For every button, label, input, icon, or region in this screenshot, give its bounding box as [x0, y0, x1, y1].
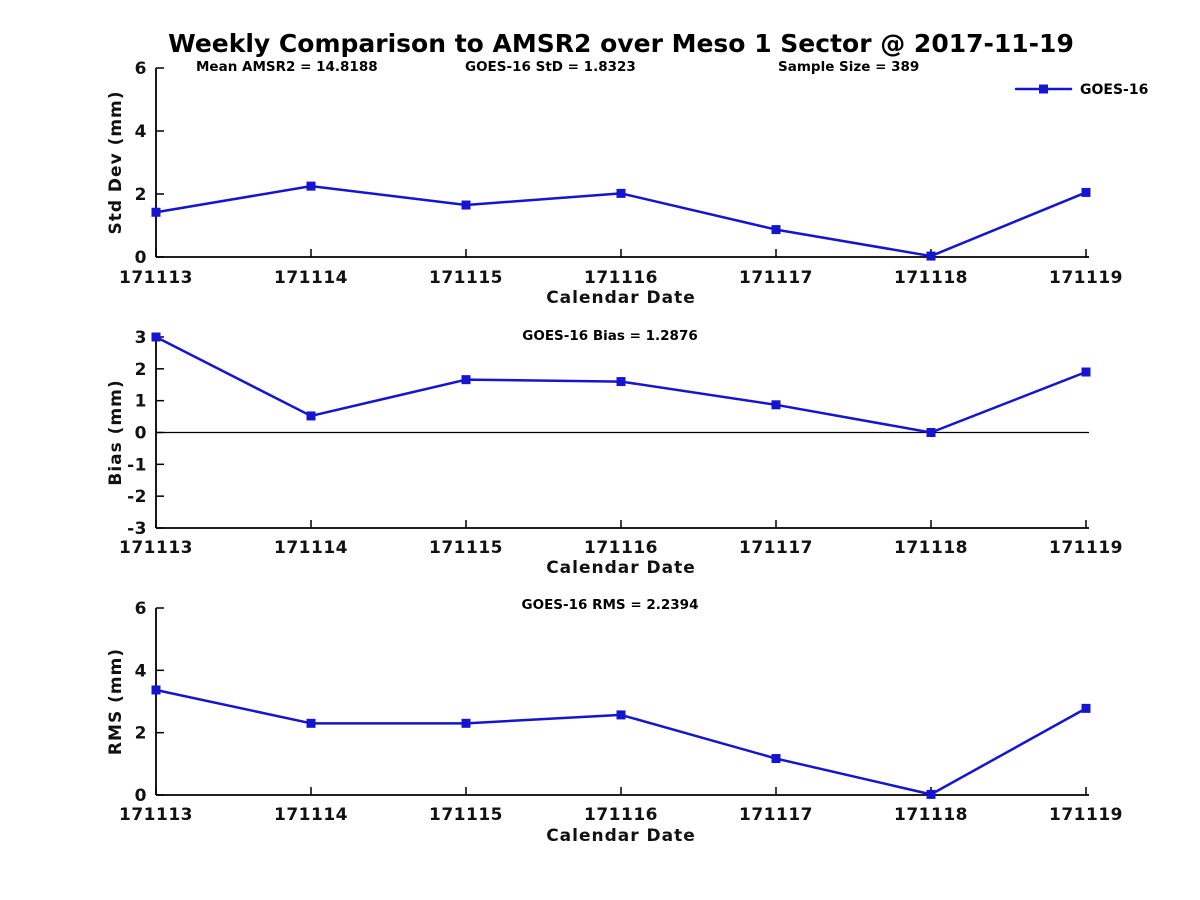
x-tick-label: 171117 [739, 805, 813, 825]
x-tick-label: 171118 [894, 268, 968, 288]
x-tick-label: 171114 [274, 538, 348, 558]
stat-annotation: GOES-16 StD = 1.8323 [465, 59, 636, 75]
y-axis-label: RMS (mm) [106, 648, 126, 755]
y-tick-label: 2 [135, 360, 147, 380]
data-point-marker [616, 188, 626, 198]
x-axis-label: Calendar Date [546, 288, 696, 308]
y-tick-label: 1 [135, 392, 147, 412]
figure-title: Weekly Comparison to AMSR2 over Meso 1 S… [168, 29, 1074, 58]
data-point-marker [1081, 367, 1091, 377]
x-tick-label: 171115 [429, 268, 503, 288]
subplot-bias: -3 -2 -1 0 1 2 3 171113 171114 171115 171116 171117… [106, 328, 1123, 578]
data-point-marker [151, 332, 161, 342]
data-line [154, 688, 1088, 796]
data-point-marker [306, 411, 316, 421]
data-point-marker [306, 181, 316, 191]
y-axis-label: Std Dev (mm) [106, 90, 126, 234]
data-point-marker [926, 251, 936, 261]
data-point-marker [926, 428, 936, 437]
y-tick-label: 4 [135, 122, 147, 142]
data-point-marker [926, 789, 936, 799]
x-tick-label: 171115 [429, 538, 503, 558]
data-point-marker [616, 710, 626, 720]
x-tick-label: 171113 [119, 268, 193, 288]
legend: GOES-16 [1014, 82, 1148, 98]
x-tick-label: 171117 [739, 268, 813, 288]
y-tick-label: 0 [135, 248, 147, 268]
x-tick-label: 171114 [274, 268, 348, 288]
y-tick-label: 4 [135, 661, 147, 681]
data-point-marker [151, 685, 161, 695]
data-point-marker [616, 377, 626, 387]
y-tick-label: 2 [135, 185, 147, 205]
data-point-marker [151, 207, 161, 217]
x-tick-label: 171115 [429, 805, 503, 825]
subplot-rms: 0 2 4 6 171113 171114 171115 171116 171117 171118… [106, 597, 1123, 846]
x-tick-label: 171113 [119, 805, 193, 825]
legend-square-marker-icon [1039, 84, 1048, 94]
subplot-std-dev: 0 2 4 6 171113 171114 171115 171116 171117 171118… [106, 59, 1123, 308]
subplot-title: GOES-16 RMS = 2.2394 [522, 597, 699, 613]
legend-label: GOES-16 [1080, 82, 1148, 98]
x-tick-label: 171119 [1049, 268, 1123, 288]
x-tick-label: 171118 [894, 538, 968, 558]
x-tick-label: 171113 [119, 538, 193, 558]
data-point-marker [771, 754, 781, 764]
y-tick-label: 6 [135, 59, 147, 79]
data-point-marker [461, 375, 471, 385]
y-tick-label: -1 [127, 455, 147, 475]
data-point-marker [461, 718, 471, 728]
x-tick-label: 171119 [1049, 538, 1123, 558]
data-point-marker [306, 718, 316, 728]
x-tick-label: 171117 [739, 538, 813, 558]
data-point-marker [771, 400, 781, 410]
y-tick-label: 3 [135, 328, 147, 348]
stat-annotation: Mean AMSR2 = 14.8188 [196, 59, 378, 75]
y-tick-label: -3 [127, 519, 147, 539]
y-tick-label: 2 [135, 724, 147, 744]
x-axis-label: Calendar Date [546, 558, 696, 578]
data-point-marker [771, 225, 781, 235]
x-tick-label: 171119 [1049, 805, 1123, 825]
y-tick-label: 0 [135, 786, 147, 806]
y-tick-label: 6 [135, 599, 147, 619]
x-tick-label: 171116 [584, 805, 658, 825]
x-tick-label: 171116 [584, 538, 658, 558]
data-point-marker [461, 200, 471, 210]
x-tick-label: 171116 [584, 268, 658, 288]
data-point-marker [1081, 703, 1091, 713]
x-tick-label: 171114 [274, 805, 348, 825]
stat-annotation: Sample Size = 389 [778, 59, 919, 75]
x-axis-label: Calendar Date [546, 826, 696, 846]
subplot-title: GOES-16 Bias = 1.2876 [522, 328, 697, 344]
data-point-marker [1081, 187, 1091, 197]
y-tick-label: -2 [127, 487, 147, 507]
y-axis-label: Bias (mm) [106, 379, 126, 485]
x-tick-label: 171118 [894, 805, 968, 825]
y-tick-label: 0 [135, 424, 147, 444]
